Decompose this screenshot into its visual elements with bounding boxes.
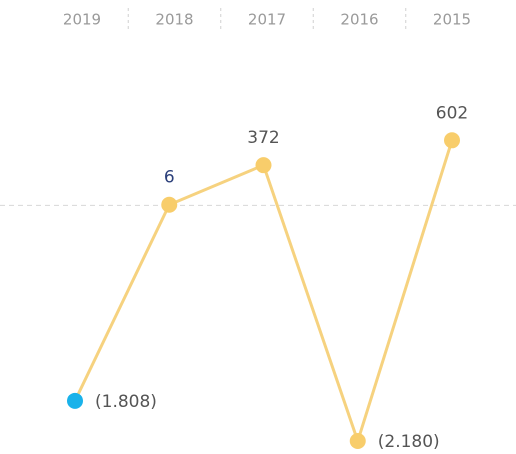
data-label: (2.180) — [378, 432, 440, 452]
category-label: 2015 — [433, 11, 471, 29]
category-label: 2016 — [340, 11, 378, 29]
point — [161, 196, 178, 213]
category-label: 2019 — [63, 11, 101, 29]
data-label: 6 — [164, 168, 175, 188]
data-label: 602 — [436, 103, 468, 123]
data-label: 372 — [247, 128, 279, 148]
data-label: (1.808) — [95, 392, 157, 412]
category-label: 2017 — [248, 11, 286, 29]
point — [444, 132, 460, 149]
point — [255, 157, 272, 174]
category-label: 2018 — [155, 11, 193, 29]
point — [349, 433, 366, 450]
point — [67, 392, 83, 409]
